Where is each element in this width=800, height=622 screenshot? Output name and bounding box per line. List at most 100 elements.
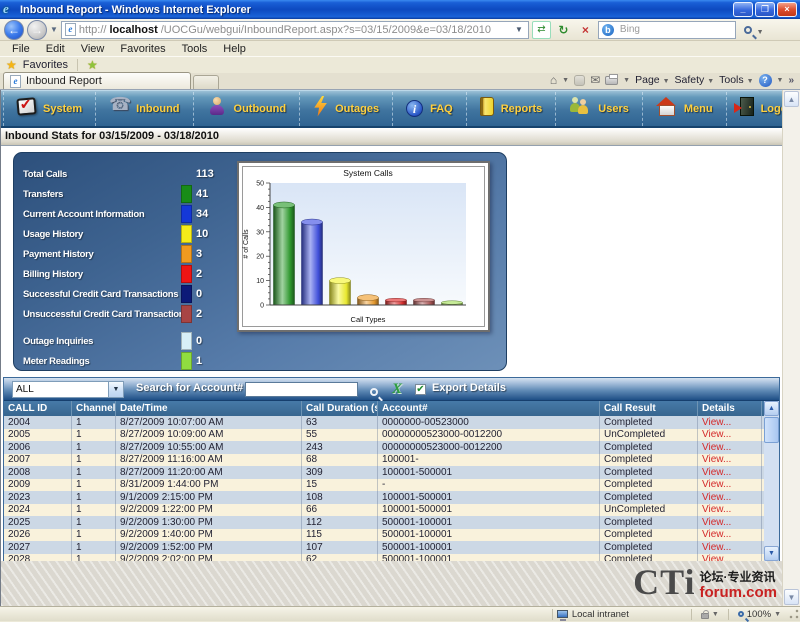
account-search-input[interactable] xyxy=(245,382,358,397)
nav-item-system[interactable]: System xyxy=(3,91,97,126)
tab-inbound-report[interactable]: e Inbound Report xyxy=(3,72,191,89)
column-header-date-time: Date/Time xyxy=(116,401,302,416)
help-icon[interactable]: ? xyxy=(758,73,772,87)
address-dropdown-icon[interactable]: ▼ xyxy=(515,25,523,34)
new-tab-button[interactable] xyxy=(193,75,219,89)
cell: 68 xyxy=(302,453,378,466)
cell: UnCompleted xyxy=(600,503,698,516)
view-details-link[interactable]: View... xyxy=(702,504,732,516)
dropdown-arrow-icon[interactable]: ▼ xyxy=(623,76,631,84)
nav-item-users[interactable]: Users xyxy=(556,91,643,126)
browser-scrollbar[interactable]: ▲ ▼ xyxy=(782,90,800,606)
cell: Completed xyxy=(600,553,698,561)
scroll-down-icon[interactable]: ▼ xyxy=(784,589,799,605)
close-button[interactable]: × xyxy=(777,2,797,17)
stop-button[interactable]: × xyxy=(581,22,589,37)
history-dropdown-icon[interactable]: ▼ xyxy=(50,25,58,34)
view-details-link[interactable]: View... xyxy=(702,529,732,541)
minimize-button[interactable]: _ xyxy=(733,2,753,17)
view-details-link[interactable]: View... xyxy=(702,516,732,528)
table-row[interactable]: 2024 1 9/2/2009 1:22:00 PM 66 100001-500001 U… xyxy=(4,503,764,516)
filter-dropdown[interactable]: ALL ▼ xyxy=(12,381,124,398)
menu-edit[interactable]: Edit xyxy=(45,42,65,55)
home-icon[interactable]: ⌂ xyxy=(549,73,558,87)
view-details-link[interactable]: View... xyxy=(702,491,732,503)
view-details-link[interactable]: View... xyxy=(702,441,732,453)
back-button[interactable]: ← xyxy=(4,19,24,40)
menu-tools[interactable]: Tools xyxy=(181,42,208,55)
zoom-control[interactable]: 100% ▼ xyxy=(733,609,786,620)
add-favorite-icon[interactable]: ★ xyxy=(87,58,98,72)
export-details-checkbox[interactable]: ✔ xyxy=(415,384,426,395)
tab-row: e Inbound Report ⌂ ▼ ✉ ▼ Page ▼ Safety ▼ Tools… xyxy=(0,72,800,90)
menu-favorites[interactable]: Favorites xyxy=(120,42,166,55)
menu-view[interactable]: View xyxy=(80,42,105,55)
view-details-link[interactable]: View... xyxy=(702,454,732,466)
nav-item-faq[interactable]: i FAQ xyxy=(393,91,467,126)
account-search-button[interactable] xyxy=(370,383,378,401)
protected-mode-button[interactable]: ▼ xyxy=(696,609,724,619)
search-go-button[interactable]: ▼ xyxy=(739,21,769,39)
table-row[interactable]: 2028 1 9/2/2009 2:02:00 PM 62 500001-100001 C… xyxy=(4,553,764,561)
stat-label: Outage Inquiries xyxy=(23,335,94,347)
cell: 1 xyxy=(72,503,116,516)
restore-button[interactable]: ❐ xyxy=(755,2,775,17)
table-row[interactable]: 2006 1 8/27/2009 10:55:00 AM 243 00000000523… xyxy=(4,441,764,454)
cell: 309 xyxy=(302,466,378,479)
table-row[interactable]: 2023 1 9/1/2009 2:15:00 PM 108 100001-500001… xyxy=(4,491,764,504)
resize-grip[interactable] xyxy=(788,608,800,620)
menu-file[interactable]: File xyxy=(12,42,30,55)
view-details-link[interactable]: View... xyxy=(702,541,732,553)
table-row[interactable]: 2027 1 9/2/2009 1:52:00 PM 107 500001-100001… xyxy=(4,541,764,554)
stat-label: Current Account Information xyxy=(23,208,145,220)
table-row[interactable]: 2007 1 8/27/2009 11:16:00 AM 68 100001- Compl… xyxy=(4,453,764,466)
table-row[interactable]: 2004 1 8/27/2009 10:07:00 AM 63 0000000-0052… xyxy=(4,416,764,429)
scroll-up-icon[interactable]: ▲ xyxy=(764,401,779,416)
read-mail-icon[interactable]: ✉ xyxy=(590,73,601,87)
scroll-thumb[interactable] xyxy=(764,417,779,443)
column-header-details: Details xyxy=(698,401,762,416)
view-details-link[interactable]: View... xyxy=(702,479,732,491)
favorites-button[interactable]: Favorites xyxy=(22,59,69,71)
nav-item-logout[interactable]: Logout xyxy=(727,92,782,126)
svg-text:40: 40 xyxy=(256,205,264,212)
print-icon[interactable] xyxy=(605,73,619,85)
cell: 1 xyxy=(72,441,116,454)
address-input[interactable]: e http://localhost/UOCGu/webgui/InboundR… xyxy=(60,20,529,39)
export-excel-icon[interactable]: X xyxy=(392,381,403,397)
search-box[interactable]: b xyxy=(597,20,736,39)
nav-item-reports[interactable]: Reports xyxy=(467,91,557,126)
scroll-up-icon[interactable]: ▲ xyxy=(784,91,799,107)
command-menu-page[interactable]: Page ▼ xyxy=(635,74,670,86)
forward-button[interactable]: → xyxy=(27,19,47,40)
view-details-link[interactable]: View... xyxy=(702,429,732,441)
menu-help[interactable]: Help xyxy=(223,42,246,55)
view-details-link[interactable]: View... xyxy=(702,554,732,561)
table-row[interactable]: 2025 1 9/2/2009 1:30:00 PM 112 500001-100001… xyxy=(4,516,764,529)
view-details-link[interactable]: View... xyxy=(702,466,732,478)
nav-item-inbound[interactable]: Inbound xyxy=(96,91,194,126)
table-row[interactable]: 2008 1 8/27/2009 11:20:00 AM 309 100001-5000… xyxy=(4,466,764,479)
overflow-chevron-icon[interactable]: » xyxy=(788,74,794,86)
table-row[interactable]: 2005 1 8/27/2009 10:09:00 AM 55 000000005230… xyxy=(4,428,764,441)
dropdown-arrow-icon[interactable]: ▼ xyxy=(562,76,570,84)
cell: 9/2/2009 1:30:00 PM xyxy=(116,516,302,529)
cell: Completed xyxy=(600,441,698,454)
dropdown-arrow-icon[interactable]: ▼ xyxy=(776,76,784,84)
bing-search-input[interactable] xyxy=(617,23,708,36)
compatibility-view-icon[interactable]: ⇄ xyxy=(531,20,551,39)
nav-item-menu[interactable]: Menu xyxy=(643,91,727,126)
refresh-button[interactable]: ↻ xyxy=(558,22,569,37)
table-row[interactable]: 2026 1 9/2/2009 1:40:00 PM 115 500001-100001… xyxy=(4,528,764,541)
cell: 100001- xyxy=(378,453,600,466)
cell-details: View... xyxy=(698,528,762,541)
table-scrollbar[interactable]: ▲ ▼ xyxy=(764,401,779,561)
command-menu-tools[interactable]: Tools ▼ xyxy=(719,74,754,86)
table-row[interactable]: 2009 1 8/31/2009 1:44:00 PM 15- Completed Vie… xyxy=(4,478,764,491)
scroll-down-icon[interactable]: ▼ xyxy=(764,546,779,561)
nav-item-outages[interactable]: Outages xyxy=(300,91,394,126)
command-menu-safety[interactable]: Safety ▼ xyxy=(674,74,715,86)
feeds-icon[interactable] xyxy=(574,74,586,86)
nav-item-outbound[interactable]: Outbound xyxy=(194,91,301,126)
view-details-link[interactable]: View... xyxy=(702,416,732,428)
